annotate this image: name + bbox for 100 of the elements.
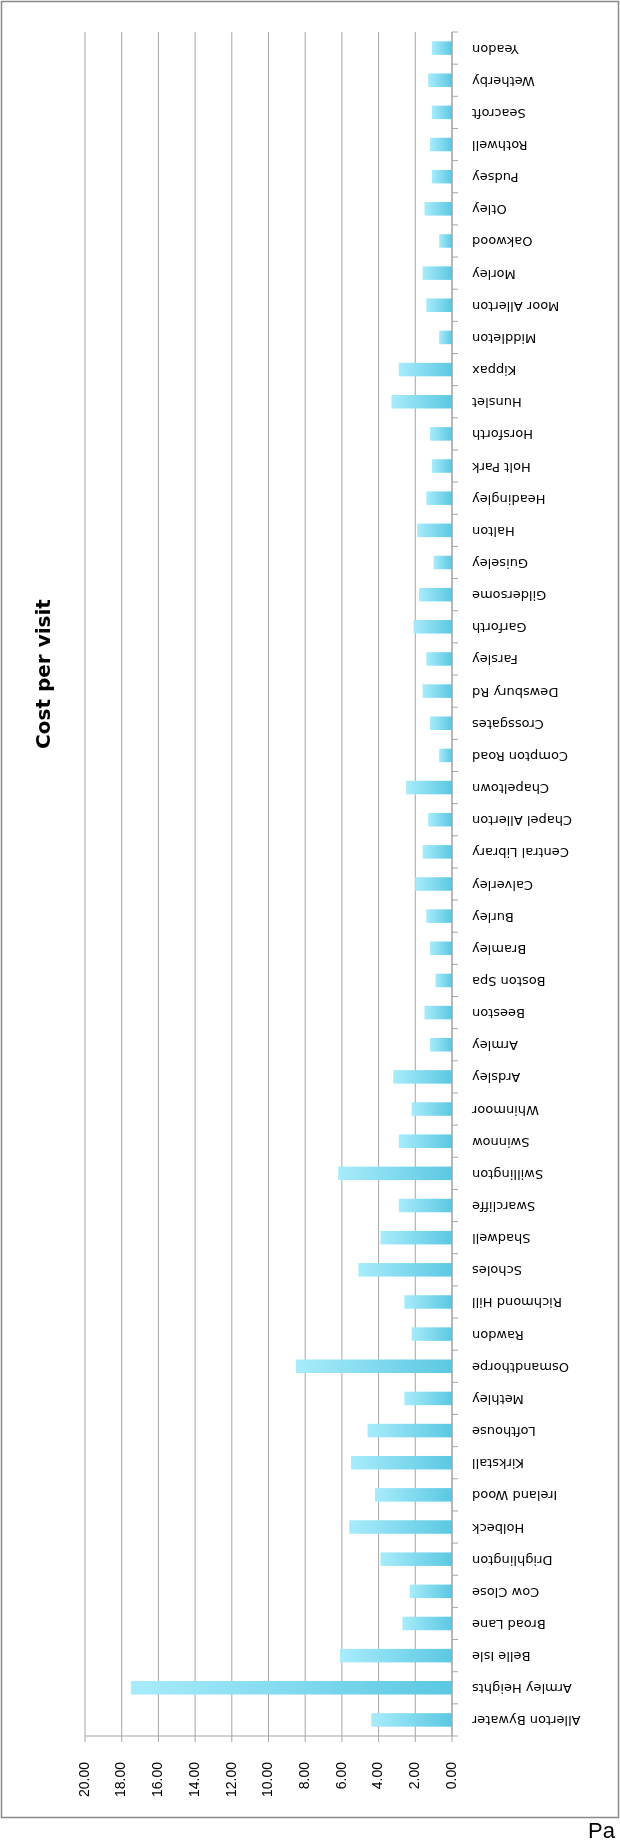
bar	[429, 716, 452, 730]
x-tick-label: 12.00	[222, 1761, 239, 1798]
bar	[426, 491, 452, 505]
bar	[429, 1038, 452, 1052]
y-tick-label: Burley	[471, 909, 514, 925]
bar	[429, 941, 452, 956]
y-tick-label: Beeston	[472, 1006, 525, 1022]
bar	[428, 812, 452, 827]
bar	[130, 1681, 452, 1695]
bar	[406, 780, 452, 795]
bar	[422, 845, 452, 859]
y-tick-label: Pudsey	[471, 170, 519, 186]
bar	[422, 684, 452, 698]
bar	[426, 909, 452, 923]
y-tick-label: Rothwell	[472, 138, 528, 154]
y-tick-label: Richmond Hill	[472, 1295, 562, 1311]
y-tick-label: Swillington	[472, 1166, 544, 1182]
bar	[411, 1102, 452, 1116]
bar	[417, 523, 452, 538]
bar	[422, 266, 452, 280]
y-tick-label: Drighlington	[472, 1552, 553, 1568]
bar	[439, 748, 452, 763]
text: Pa	[588, 1818, 616, 1843]
y-tick-label: Bramley	[471, 941, 527, 957]
x-tick-label: 16.00	[149, 1761, 166, 1798]
bar	[404, 1295, 452, 1309]
y-tick-label: Armley	[471, 1038, 518, 1054]
bar	[435, 973, 452, 988]
y-tick-label: Holbeck	[471, 1520, 525, 1536]
y-tick-label: Horsforth	[472, 427, 534, 443]
y-tick-label: Otley	[471, 202, 507, 218]
y-tick-label: Cow Close	[472, 1584, 540, 1600]
y-tick-label: Boston Spa	[472, 973, 546, 989]
bar	[424, 1005, 452, 1020]
bar	[393, 1070, 452, 1084]
y-tick-label: Ardsley	[471, 1070, 521, 1086]
x-tick-label: 18.00	[112, 1761, 129, 1798]
y-tick-label: Gildersome	[472, 588, 547, 604]
bar	[380, 1552, 452, 1566]
bar	[349, 1520, 452, 1534]
bar	[340, 1648, 452, 1663]
y-tick-label: Osmandthorpe	[472, 1359, 570, 1375]
y-tick-label: Moor Allerton	[472, 298, 560, 314]
bar	[404, 1391, 452, 1406]
bar	[402, 1616, 452, 1631]
bar	[413, 620, 452, 634]
bar	[296, 1359, 452, 1374]
bar	[429, 137, 452, 152]
y-tick-label: Headingley	[471, 491, 546, 507]
bar	[398, 362, 452, 377]
bar	[415, 877, 452, 891]
y-tick-label: Holt Park	[471, 459, 531, 475]
y-tick-label: Seacroft	[472, 105, 526, 121]
y-tick-label: Lofthouse	[472, 1424, 536, 1440]
bar	[398, 1134, 452, 1148]
bar	[429, 427, 452, 441]
y-tick-label: Farsley	[471, 652, 518, 668]
text: Cost per visit	[30, 598, 55, 749]
y-tick-label: Guiseley	[471, 555, 528, 571]
y-tick-label: Kirkstall	[472, 1456, 525, 1472]
y-tick-label: Kippax	[471, 363, 517, 379]
bar	[428, 73, 452, 87]
bar	[398, 1198, 452, 1213]
bar	[431, 41, 452, 55]
y-tick-label: Methley	[471, 1391, 524, 1407]
bar	[439, 234, 452, 248]
y-tick-label: Ireland Wood	[472, 1488, 558, 1504]
bar	[409, 1584, 452, 1599]
bar	[418, 587, 452, 602]
y-tick-label: Chapel Allerton	[472, 813, 573, 829]
bar	[374, 1488, 452, 1502]
y-tick-label: Scholes	[471, 1263, 522, 1279]
bar	[411, 1327, 452, 1341]
y-tick-label: Calverley	[471, 877, 533, 893]
y-tick-label: Swarcliffe	[472, 1199, 536, 1215]
y-tick-label: Broad Lane	[472, 1616, 546, 1632]
y-tick-label: Hunslet	[472, 395, 522, 411]
bar	[351, 1455, 452, 1470]
x-tick-label: 10.00	[259, 1761, 276, 1798]
y-tick-label: Central Library	[471, 845, 569, 861]
bar	[426, 652, 452, 666]
y-tick-label: Dewsbury Rd	[472, 684, 559, 700]
x-tick-label: 8.00	[295, 1761, 312, 1790]
y-tick-label: Wetherby	[471, 73, 535, 89]
y-tick-label: Swinnow	[471, 1134, 530, 1150]
bar	[431, 105, 452, 120]
y-tick-label: Halton	[472, 523, 515, 539]
bar	[358, 1263, 452, 1277]
bar	[424, 202, 452, 216]
y-tick-label: Compton Road	[472, 748, 568, 764]
y-tick-label: Chapeltown	[472, 781, 550, 797]
y-tick-label: Morley	[471, 266, 516, 282]
bar	[380, 1230, 452, 1245]
bar	[367, 1423, 452, 1438]
y-tick-label: Armley Heights	[471, 1681, 572, 1697]
bar	[431, 459, 452, 473]
x-tick-label: 14.00	[185, 1761, 202, 1798]
x-tick-label: 20.00	[75, 1761, 92, 1798]
bar	[338, 1166, 452, 1181]
bar	[426, 298, 452, 313]
